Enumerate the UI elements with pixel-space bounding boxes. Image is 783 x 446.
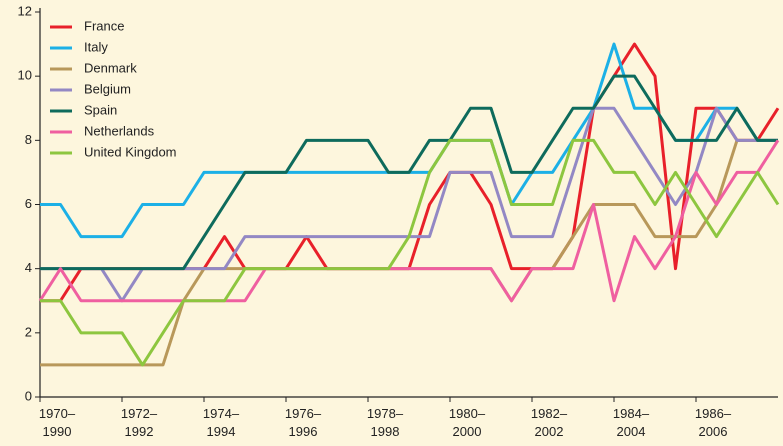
x-tick-label: 1982– 2002 — [531, 406, 568, 439]
x-tick-label: 1976– 1996 — [285, 406, 322, 439]
y-tick-label: 4 — [25, 260, 32, 275]
x-tick-label: 1974– 1994 — [203, 406, 240, 439]
series-line — [40, 138, 778, 367]
series-line — [40, 138, 780, 367]
y-tick-label: 10 — [18, 68, 32, 83]
series-line — [40, 42, 778, 239]
x-tick-label: 1984– 2004 — [613, 406, 650, 439]
x-tick-label: 1970– 1990 — [39, 406, 76, 439]
legend-label: Belgium — [84, 81, 131, 96]
legend-label: France — [84, 18, 124, 33]
y-tick-label: 6 — [25, 196, 32, 211]
y-tick-label: 0 — [25, 388, 32, 403]
legend-label: Netherlands — [84, 123, 155, 138]
series-line — [40, 74, 778, 271]
legend-label: Spain — [84, 102, 117, 117]
legend-label: United Kingdom — [84, 144, 177, 159]
x-tick-label: 1986– 2006 — [695, 406, 732, 439]
x-tick-label: 1972– 1992 — [121, 406, 158, 439]
series-line — [38, 139, 780, 303]
y-tick-label: 12 — [18, 3, 32, 18]
y-tick-label: 2 — [25, 324, 32, 339]
y-tick-label: 8 — [25, 132, 32, 147]
legend-label: Italy — [84, 39, 108, 54]
x-tick-label: 1980– 2000 — [449, 406, 486, 439]
legend-label: Denmark — [84, 60, 137, 75]
x-tick-label: 1978– 1998 — [367, 406, 404, 439]
